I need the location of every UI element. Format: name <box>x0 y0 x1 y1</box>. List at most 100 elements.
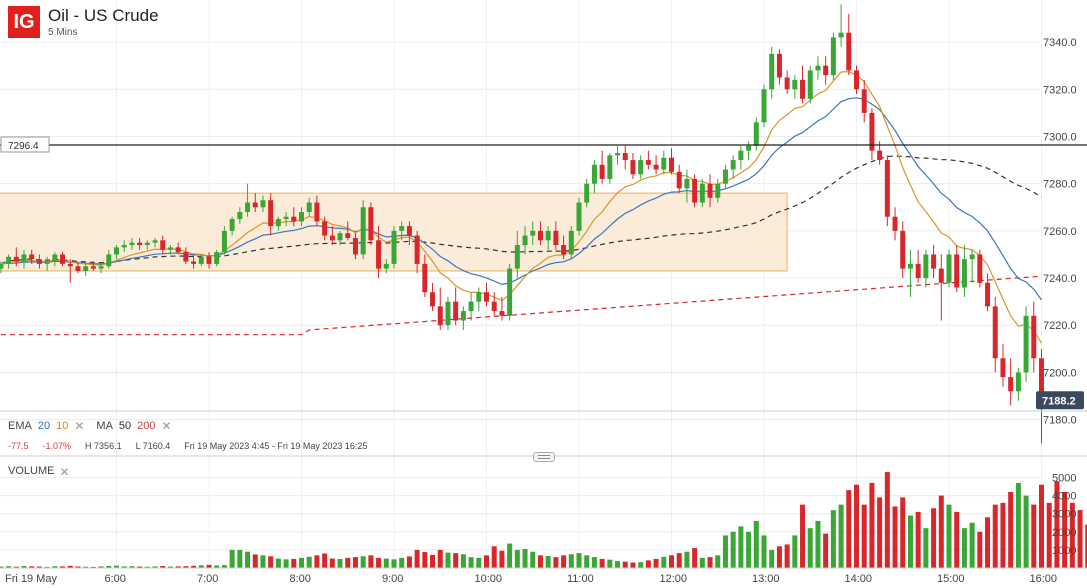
candle-body <box>815 65 821 71</box>
candle-body <box>638 160 644 175</box>
volume-bar <box>245 551 251 568</box>
candle-body <box>6 256 12 264</box>
candle-body <box>414 235 420 264</box>
horizontal-line-7296: 7296.4 <box>0 136 1087 153</box>
volume-bar <box>368 555 374 568</box>
remove-ema-close-icon[interactable]: ✕ <box>74 419 85 433</box>
pane-resize-handle[interactable] <box>533 452 555 462</box>
volume-bar <box>722 535 728 568</box>
net-change: -77.5 <box>8 441 29 451</box>
candle-body <box>854 70 859 90</box>
volume-bar <box>638 562 644 568</box>
volume-bar <box>807 528 813 568</box>
candle-body <box>1008 377 1014 392</box>
candle-body <box>584 183 590 203</box>
volume-bar <box>337 558 343 568</box>
volume-bar <box>591 557 597 568</box>
volume-bar <box>314 555 320 568</box>
candle-body <box>607 155 613 179</box>
remove-volume-close-icon[interactable]: ✕ <box>59 465 70 479</box>
candle-body <box>954 254 960 288</box>
candle-body <box>191 261 197 264</box>
volume-bar <box>746 531 752 568</box>
volume-bar <box>946 504 952 568</box>
candle-body <box>345 233 351 238</box>
volume-bar <box>776 546 782 568</box>
candle-body <box>807 70 813 99</box>
ig-logo: IG <box>8 6 40 38</box>
candle-body <box>630 160 636 175</box>
volume-bar <box>653 558 659 568</box>
candle-body <box>946 254 952 283</box>
candle-body <box>137 242 143 246</box>
candle-body <box>784 77 790 90</box>
candle-body <box>961 259 967 288</box>
candle-body <box>406 226 412 236</box>
candle-body <box>907 263 913 269</box>
volume-bar <box>553 557 559 568</box>
ma-200-label[interactable]: 200 <box>137 420 156 432</box>
candle-body <box>67 263 73 267</box>
candle-body <box>507 268 513 316</box>
ma-50-label[interactable]: 50 <box>118 420 132 432</box>
volume-bar <box>699 557 705 568</box>
candle-body <box>545 230 551 241</box>
candle-body <box>183 252 189 262</box>
x-tick-label: Fri 19 May <box>5 573 57 585</box>
volume-bar <box>52 566 58 568</box>
volume-bar <box>954 511 960 568</box>
interval-label[interactable]: 5 Mins <box>48 27 78 38</box>
candle-body <box>684 178 690 189</box>
chart-axes: 7180.0 7200.0 7220.0 7240.0 7260.0 7280.0 7300… <box>0 37 1087 585</box>
candle-body <box>283 216 289 220</box>
volume-bar <box>684 551 690 568</box>
volume-bar <box>823 533 829 568</box>
volume-tick-label: 2000 <box>1052 527 1076 539</box>
x-tick-label: 10:00 <box>475 573 503 585</box>
volume-tick-label: 3000 <box>1052 509 1076 521</box>
remove-ma-close-icon[interactable]: ✕ <box>161 419 172 433</box>
ema-10-label[interactable]: 10 <box>56 420 69 432</box>
volume-bar <box>98 566 104 568</box>
candle-body <box>553 230 559 246</box>
volume-bar <box>376 557 382 568</box>
ema-20-label[interactable]: 20 <box>37 420 51 432</box>
candle-body <box>792 79 798 90</box>
candle-body <box>753 122 759 146</box>
studies-legend: EMA 20 10 ✕ MA 50 200 ✕ <box>8 419 172 433</box>
volume-bar <box>1054 481 1060 568</box>
volume-bar <box>453 553 459 568</box>
volume-bar <box>383 558 389 568</box>
x-tick-label: 12:00 <box>660 573 688 585</box>
h-line-label: 7296.4 <box>8 141 39 152</box>
candle-body <box>576 202 582 231</box>
volume-bar <box>491 546 497 568</box>
y-tick-label: 7260.0 <box>1043 226 1077 238</box>
candle-body <box>21 254 27 262</box>
candle-body <box>245 202 251 212</box>
candle-body <box>938 268 944 283</box>
candle-body <box>352 237 358 255</box>
volume-bar <box>299 557 304 568</box>
candle-body <box>715 183 721 198</box>
candle-body <box>221 230 227 253</box>
candle-body <box>337 233 343 241</box>
volume-bar <box>260 555 266 568</box>
candle-body <box>144 242 150 246</box>
candle-body <box>530 230 536 236</box>
candle-body <box>884 160 890 217</box>
x-tick-label: 13:00 <box>752 573 780 585</box>
volume-bar <box>275 558 281 568</box>
volume-bar <box>977 531 983 568</box>
candle-body <box>1000 358 1006 378</box>
chart-grid <box>0 0 1042 568</box>
volume-bar <box>206 564 212 568</box>
volume-bar <box>861 504 867 568</box>
volume-bar <box>769 549 775 568</box>
volume-bar <box>345 557 351 568</box>
instrument-title: Oil - US Crude <box>48 6 159 25</box>
ma50-line <box>0 155 1042 265</box>
volume-bar <box>445 552 451 568</box>
volume-bar <box>884 472 890 568</box>
